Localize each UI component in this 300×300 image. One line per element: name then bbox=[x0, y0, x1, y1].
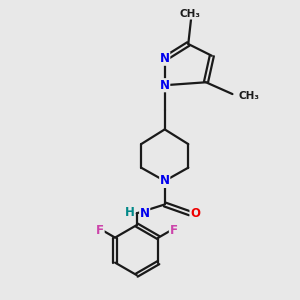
Text: H: H bbox=[124, 206, 134, 219]
Text: F: F bbox=[96, 224, 104, 238]
Text: N: N bbox=[160, 79, 170, 92]
Text: F: F bbox=[169, 224, 177, 238]
Text: N: N bbox=[160, 174, 170, 188]
Text: N: N bbox=[140, 207, 150, 220]
Text: CH₃: CH₃ bbox=[238, 91, 259, 100]
Text: CH₃: CH₃ bbox=[179, 9, 200, 19]
Text: O: O bbox=[190, 207, 200, 220]
Text: N: N bbox=[160, 52, 170, 65]
